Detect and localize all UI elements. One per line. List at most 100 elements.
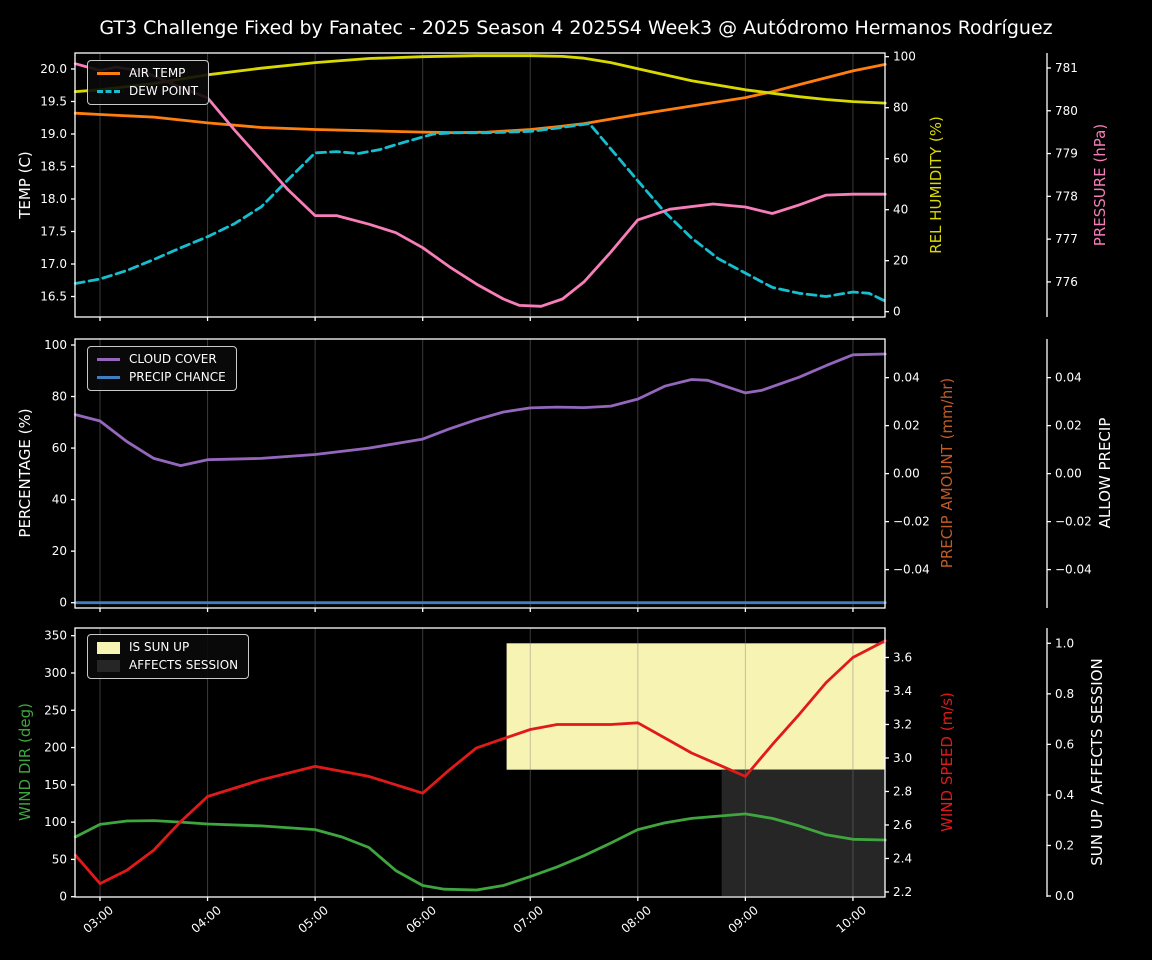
plot-wind: 0 50 100 150 200 250 300 350 2.2 2.4 2.6 2.8 3.0 3.2 3… bbox=[44, 627, 1074, 904]
axis-label-wind-speed: WIND SPEED (m/s) bbox=[938, 692, 956, 832]
tick-label: 0 bbox=[893, 305, 901, 319]
tick-label: 0.8 bbox=[1055, 687, 1074, 701]
axis-label-temp: TEMP (C) bbox=[16, 151, 34, 219]
legend-label: IS SUN UP bbox=[129, 640, 190, 654]
tick-label: 0.02 bbox=[1055, 419, 1082, 433]
tick-label: 3.4 bbox=[893, 684, 912, 698]
region-is-sun-up bbox=[506, 643, 885, 770]
tick-label: 776 bbox=[1055, 275, 1078, 289]
series-line-cloud-cover bbox=[73, 352, 887, 467]
tick-label: −0.04 bbox=[1055, 563, 1092, 577]
plot-precipitation: 0 20 40 60 80 100 −0.04 −0.02 0.00 0.02 0.04 −0.04 −… bbox=[44, 338, 1092, 612]
tick-label: −0.02 bbox=[893, 515, 930, 529]
series-line-dew-point bbox=[73, 122, 887, 303]
axis-label-wind-dir: WIND DIR (deg) bbox=[16, 703, 34, 821]
axis-label-precip-amount: PRECIP AMOUNT (mm/hr) bbox=[938, 377, 956, 569]
legend-label: DEW POINT bbox=[129, 84, 199, 99]
tick-label: 778 bbox=[1055, 189, 1078, 203]
axis-label-pressure: PRESSURE (hPa) bbox=[1091, 123, 1109, 247]
legend-label: PRECIP CHANCE bbox=[129, 370, 226, 385]
legend-label: AFFECTS SESSION bbox=[129, 658, 239, 673]
tick-label: 0.4 bbox=[1055, 788, 1074, 802]
tick-label: 100 bbox=[44, 338, 67, 352]
tick-label: 18.0 bbox=[40, 192, 67, 206]
tick-label: 0.02 bbox=[893, 419, 920, 433]
tick-label: 0.0 bbox=[1055, 889, 1074, 903]
air-temp-line-swatch bbox=[97, 72, 120, 76]
tick-label: 0.2 bbox=[1055, 838, 1074, 852]
precip-chance-line-swatch bbox=[97, 376, 120, 380]
affects-session-patch-swatch bbox=[97, 659, 120, 672]
tick-label: 250 bbox=[44, 703, 67, 717]
tick-label: 20 bbox=[52, 544, 67, 558]
tick-label: 2.2 bbox=[893, 885, 912, 899]
tick-label: 80 bbox=[893, 101, 908, 115]
tick-label: −0.02 bbox=[1055, 515, 1092, 529]
cloud-cover-line-swatch bbox=[97, 358, 120, 362]
legend-temperature: AIR TEMP DEW POINT bbox=[87, 60, 210, 106]
legend-item-precip-chance: PRECIP CHANCE bbox=[97, 370, 226, 385]
tick-label: 60 bbox=[893, 152, 908, 166]
series-line-wind-speed bbox=[73, 639, 887, 885]
tick-label: 200 bbox=[44, 741, 67, 755]
tick-label: 50 bbox=[52, 852, 67, 866]
series-line-wind-dir bbox=[73, 812, 887, 892]
legend-item-cloud-cover: CLOUD COVER bbox=[97, 352, 226, 366]
legend-item-air-temp: AIR TEMP bbox=[97, 66, 198, 80]
tick-label: 16.5 bbox=[40, 290, 67, 304]
tick-label: 0.00 bbox=[893, 467, 920, 481]
tick-label: 40 bbox=[52, 493, 67, 507]
tick-label: 779 bbox=[1055, 147, 1078, 161]
tick-label: 0.04 bbox=[893, 371, 920, 385]
tick-label: 3.6 bbox=[893, 650, 912, 664]
axis-label-sun-up: SUN UP / AFFECTS SESSION bbox=[1088, 658, 1106, 866]
axis-label-percentage: PERCENTAGE (%) bbox=[16, 408, 34, 538]
sun-up-patch-swatch bbox=[97, 641, 120, 654]
tick-label: 780 bbox=[1055, 104, 1078, 118]
tick-label: 2.8 bbox=[893, 784, 912, 798]
tick-label: 3.2 bbox=[893, 717, 912, 731]
tick-label: 100 bbox=[44, 815, 67, 829]
tick-label: 300 bbox=[44, 666, 67, 680]
legend-item-is-sun-up: IS SUN UP bbox=[97, 640, 238, 654]
tick-label: 19.0 bbox=[40, 127, 67, 141]
tick-label: 0 bbox=[59, 890, 67, 904]
tick-label: 17.5 bbox=[40, 225, 67, 239]
dew-point-line-swatch bbox=[97, 90, 120, 94]
tick-label: 3.0 bbox=[893, 751, 912, 765]
tick-label: 60 bbox=[52, 441, 67, 455]
tick-label: 40 bbox=[893, 203, 908, 217]
page-title: GT3 Challenge Fixed by Fanatec - 2025 Se… bbox=[99, 17, 1053, 39]
tick-label: 100 bbox=[893, 50, 916, 64]
plot-border bbox=[74, 52, 886, 318]
tick-label: 777 bbox=[1055, 232, 1078, 246]
tick-label: 20 bbox=[893, 254, 908, 268]
legend-item-dew-point: DEW POINT bbox=[97, 84, 199, 99]
legend-item-affects-session: AFFECTS SESSION bbox=[97, 658, 239, 673]
series-line-rel-humidity bbox=[73, 54, 887, 105]
tick-label: 19.5 bbox=[40, 94, 67, 108]
tick-label: 80 bbox=[52, 390, 67, 404]
legend-label: CLOUD COVER bbox=[129, 352, 217, 366]
tick-label: 2.6 bbox=[893, 818, 912, 832]
tick-label: 0.00 bbox=[1055, 467, 1082, 481]
plot-border bbox=[74, 627, 886, 898]
axis-label-humidity: REL HUMIDITY (%) bbox=[927, 116, 945, 254]
axis-label-allow-precip: ALLOW PRECIP bbox=[1096, 417, 1114, 529]
tick-label: 0 bbox=[59, 596, 67, 610]
tick-label: 350 bbox=[44, 629, 67, 643]
tick-label: 0.04 bbox=[1055, 371, 1082, 385]
tick-label: 17.0 bbox=[40, 257, 67, 271]
tick-label: 20.0 bbox=[40, 62, 67, 76]
legend-precipitation: CLOUD COVER PRECIP CHANCE bbox=[87, 346, 237, 392]
tick-label: −0.04 bbox=[893, 563, 930, 577]
tick-label: 781 bbox=[1055, 61, 1078, 75]
region-affects-session bbox=[721, 769, 885, 896]
tick-label: 150 bbox=[44, 778, 67, 792]
tick-label: 2.4 bbox=[893, 851, 912, 865]
tick-label: 1.0 bbox=[1055, 636, 1074, 650]
tick-label: 18.5 bbox=[40, 160, 67, 174]
legend-wind: IS SUN UP AFFECTS SESSION bbox=[87, 634, 250, 680]
